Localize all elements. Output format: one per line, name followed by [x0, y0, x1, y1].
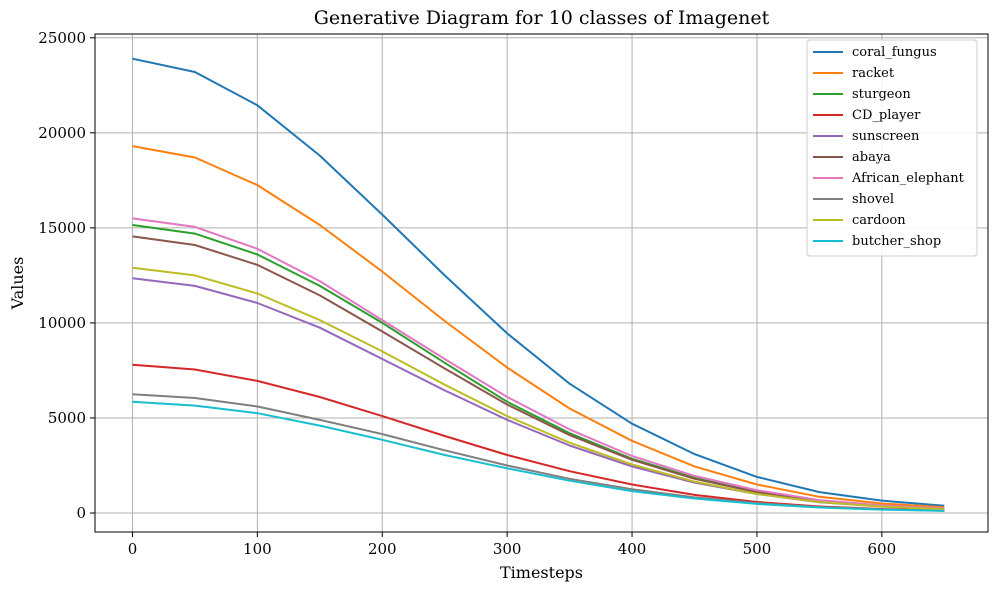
series-line-butcher-shop — [132, 400, 945, 512]
y-tick-label: 5000 — [48, 409, 86, 427]
y-tick-label: 15000 — [38, 219, 86, 237]
y-axis-label: Values — [8, 257, 27, 311]
x-tick-label: 100 — [243, 540, 272, 558]
legend-label: butcher_shop — [852, 234, 941, 249]
legend-label: African_elephant — [851, 171, 965, 186]
legend-label: shovel — [852, 192, 894, 207]
legend-box — [806, 39, 978, 257]
series-line-racket — [132, 145, 945, 509]
plot-frame — [94, 33, 989, 533]
ticks: 0 100 200 300 400 500 600 0 5000 10000 15000 20000 2… — [38, 29, 896, 558]
legend-label: sturgeon — [852, 87, 911, 102]
chart-title: Generative Diagram for 10 classes of Ima… — [314, 7, 770, 29]
series-line-cardoon — [132, 266, 945, 511]
y-tick-label: 20000 — [38, 124, 86, 142]
x-tick-label: 0 — [128, 540, 138, 558]
y-tick-label: 25000 — [38, 29, 86, 47]
x-tick-label: 500 — [743, 540, 772, 558]
y-tick-label: 10000 — [38, 314, 86, 332]
x-axis-label: Timesteps — [500, 563, 583, 582]
x-tick-label: 600 — [868, 540, 897, 558]
legend-label: cardoon — [852, 213, 906, 228]
series-line-abaya — [132, 235, 945, 510]
x-tick-label: 300 — [493, 540, 522, 558]
legend-label: abaya — [852, 150, 891, 165]
legend-label: CD_player — [852, 108, 921, 123]
series-line-coral-fungus — [132, 57, 945, 507]
series-lines — [132, 57, 945, 512]
x-tick-label: 200 — [368, 540, 397, 558]
legend-label: sunscreen — [852, 129, 920, 144]
series-line-african-elephant — [132, 217, 945, 510]
x-tick-label: 400 — [618, 540, 647, 558]
y-tick-label: 0 — [76, 504, 86, 522]
legend-label: coral_fungus — [852, 45, 937, 60]
legend-label: racket — [852, 66, 895, 81]
